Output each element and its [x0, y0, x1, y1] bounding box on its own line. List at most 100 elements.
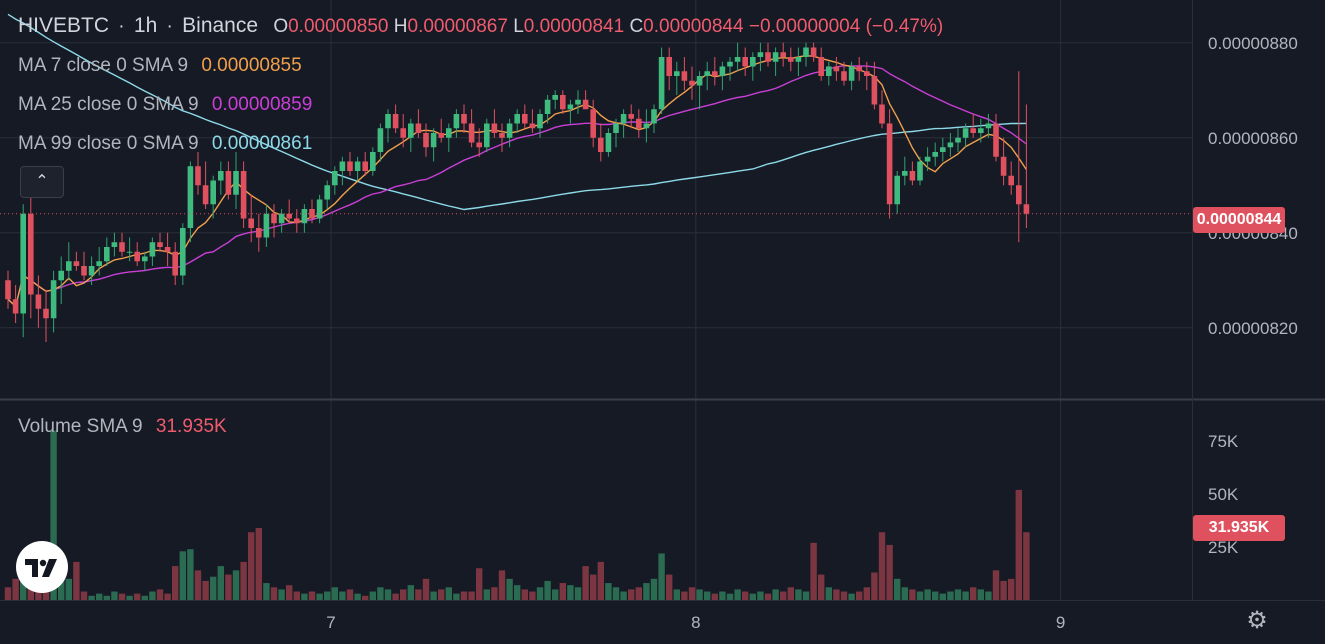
volume-bar	[992, 570, 1000, 600]
volume-bar	[924, 589, 931, 600]
candle-body	[582, 99, 589, 110]
volume-bar	[430, 591, 437, 600]
volume-bar	[346, 589, 354, 600]
time-tick-label: 8	[691, 613, 700, 632]
settings-gear-icon[interactable]: ⚙	[1246, 607, 1268, 634]
candle-body	[970, 128, 976, 133]
candle-body	[962, 128, 969, 138]
volume-bar	[377, 587, 384, 600]
candle-body	[362, 161, 368, 171]
candle-body	[727, 61, 733, 67]
collapse-legend-button[interactable]: ⌃	[20, 166, 64, 198]
candle-body	[666, 57, 672, 76]
candle-body	[256, 228, 262, 238]
volume-bar	[590, 574, 597, 600]
volume-bar	[749, 593, 756, 600]
volume-bar	[415, 589, 422, 600]
candle-body	[818, 57, 824, 76]
volume-bar	[194, 570, 202, 600]
candle-body	[940, 147, 946, 152]
volume-bar	[301, 593, 308, 600]
volume-bar	[270, 587, 278, 600]
candle-body	[111, 242, 118, 247]
candle-body	[491, 123, 498, 133]
symbol-name[interactable]: HIVEBTC	[18, 14, 110, 37]
ma7-label: MA 7 close 0 SMA 9	[18, 55, 189, 76]
volume-bar	[65, 578, 72, 600]
tradingview-logo[interactable]	[16, 541, 68, 593]
candle-body	[332, 171, 338, 186]
volume-legend[interactable]: Volume SMA 9 31.935K	[18, 416, 227, 438]
volume-bar	[772, 589, 779, 600]
symbol-legend: HIVEBTC · 1h · Binance O0.00000850 H0.00…	[18, 14, 943, 38]
candle-body	[377, 128, 384, 152]
volume-bar	[856, 591, 863, 600]
candle-body	[58, 270, 64, 281]
volume-bar	[324, 591, 331, 600]
ma7-legend[interactable]: MA 7 close 0 SMA 9 0.00000855	[18, 55, 302, 77]
interval[interactable]: 1h	[133, 14, 158, 37]
candle-body	[461, 114, 467, 124]
ma99-legend[interactable]: MA 99 close 0 SMA 9 0.00000861	[18, 133, 312, 155]
volume-bar	[787, 587, 794, 600]
candle-body	[370, 152, 376, 171]
candle-body	[1023, 204, 1030, 214]
candle-body	[924, 156, 931, 162]
ma25-value: 0.00000859	[211, 94, 313, 115]
candle-body	[620, 114, 627, 124]
candle-body	[324, 185, 330, 200]
candle-body	[438, 133, 444, 138]
volume-bar	[863, 587, 870, 600]
candle-body	[590, 109, 596, 138]
candle-body	[157, 242, 163, 247]
volume-bar	[293, 591, 300, 600]
volume-bar	[422, 578, 430, 600]
candle-body	[544, 99, 551, 114]
volume-bar	[734, 589, 741, 600]
volume-bar	[96, 593, 103, 600]
candle-body	[780, 52, 786, 57]
candle-body	[385, 114, 391, 129]
volume-bar	[840, 591, 848, 600]
volume-bar	[711, 593, 718, 600]
volume-bar	[438, 589, 445, 600]
volume-bar	[673, 589, 680, 600]
candle-body	[658, 57, 665, 110]
candle-body	[172, 251, 178, 276]
volume-tick-label: 50K	[1208, 485, 1239, 504]
candle-body	[704, 71, 710, 76]
close-value: 0.00000844	[643, 16, 744, 37]
volume-bar	[666, 574, 673, 600]
high-value: 0.00000867	[407, 16, 508, 37]
volume-bar	[574, 587, 582, 600]
candle-body	[575, 99, 581, 105]
volume-bar	[962, 591, 969, 600]
volume-bar	[635, 587, 642, 600]
time-tick-label: 7	[326, 613, 335, 632]
ma25-legend[interactable]: MA 25 close 0 SMA 9 0.00000859	[18, 94, 312, 116]
candle-body	[149, 242, 156, 257]
ma99-path	[7, 13, 1027, 211]
candle-body	[240, 171, 247, 219]
volume-bar	[141, 595, 148, 600]
volume-bar	[514, 585, 521, 600]
candle-body	[879, 104, 885, 124]
candle-body	[712, 71, 718, 76]
volume-bar	[658, 553, 665, 600]
candle-body	[803, 47, 809, 57]
volume-bar	[316, 593, 323, 600]
volume-bar	[232, 570, 240, 600]
price-tick-label: 0.00000820	[1208, 319, 1298, 338]
volume-bar	[286, 585, 293, 600]
volume-bar	[80, 591, 88, 600]
volume-bar	[764, 593, 772, 600]
candle-body	[522, 114, 528, 124]
volume-bar	[810, 542, 817, 600]
candle-body	[651, 109, 657, 124]
volume-bar	[878, 532, 886, 600]
volume-tick-label: 25K	[1208, 538, 1239, 557]
candle-body	[316, 199, 323, 219]
candle-body	[20, 213, 26, 314]
volume-label: Volume SMA 9	[18, 416, 143, 437]
